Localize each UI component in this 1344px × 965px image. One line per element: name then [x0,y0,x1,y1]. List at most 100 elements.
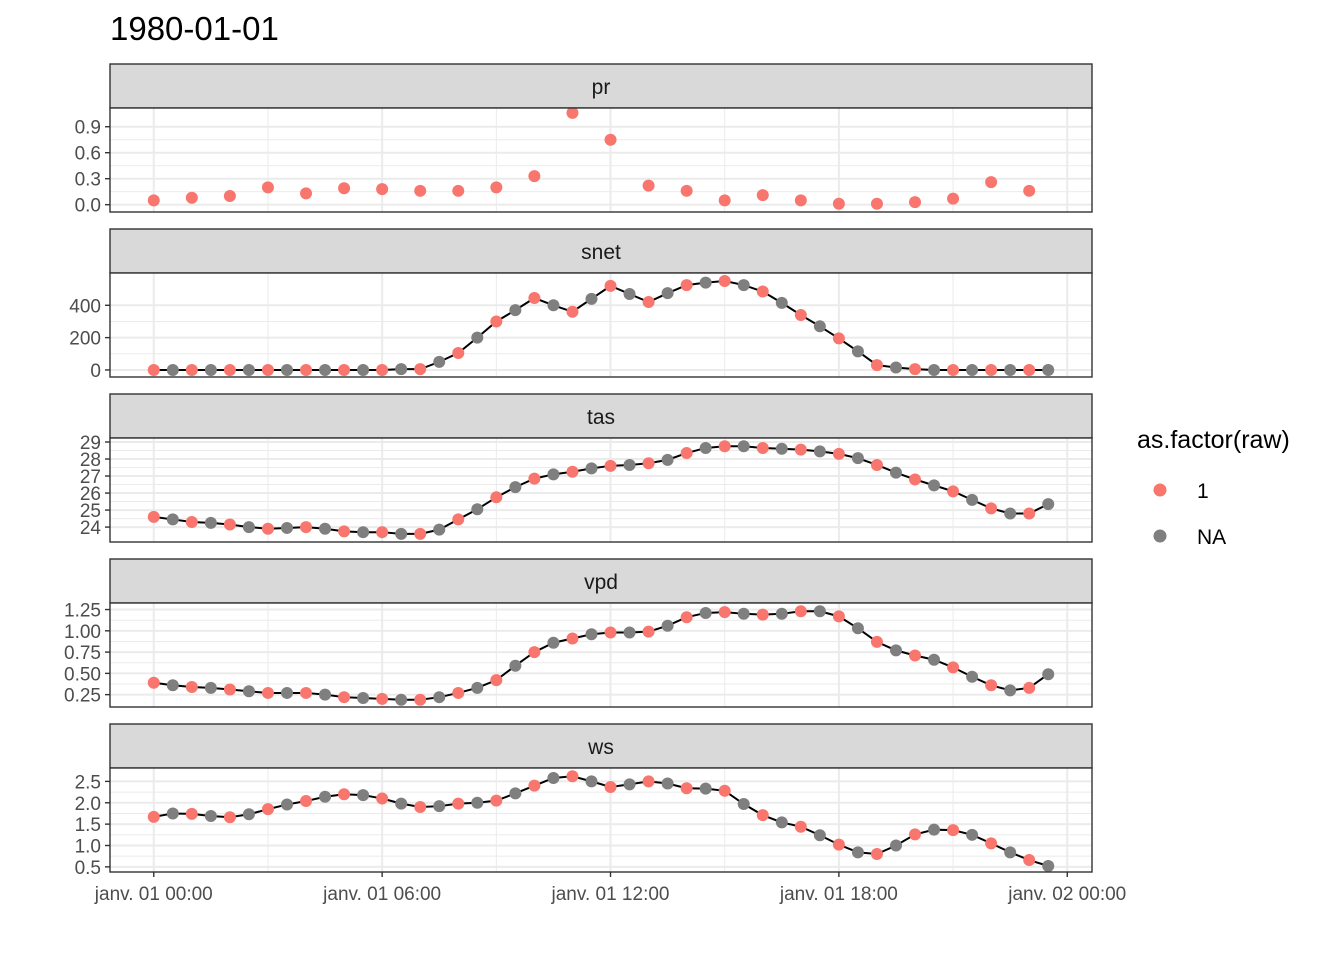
data-point-snet-raw-na [280,363,293,376]
data-point-snet-raw-na [775,296,788,309]
data-point-ws-raw-na [547,771,560,784]
chart-title: 1980-01-01 [110,10,279,47]
data-point-ws-raw-na [889,839,902,852]
panel-bg-ws [110,768,1092,872]
data-point-tas-raw-na [280,521,293,534]
data-point-snet-raw-na [395,363,408,376]
data-point-tas-raw-na [242,521,255,534]
data-point-pr-raw-1 [223,190,236,203]
y-tick-label-vpd: 0.25 [64,686,101,707]
y-tick-label-pr: 0.0 [75,196,101,217]
data-point-snet-raw-na [928,363,941,376]
data-point-ws-raw-1 [832,838,845,851]
y-tick-label-ws: 2.5 [75,772,101,793]
facet-ws: ws 0.51.01.52.02.5 [75,723,1093,879]
data-point-ws-raw-1 [490,794,503,807]
data-point-pr-raw-1 [376,183,389,196]
data-point-snet-raw-1 [261,363,274,376]
data-point-vpd-raw-na [851,622,864,635]
data-point-ws-raw-1 [261,803,274,816]
data-point-vpd-raw-na [813,605,826,618]
y-tick-label-vpd: 0.75 [64,643,101,664]
data-point-ws-raw-na [166,807,179,820]
data-point-snet-raw-na [623,287,636,300]
data-point-tas-raw-1 [185,515,198,528]
data-point-ws-raw-1 [642,775,655,788]
data-point-ws-raw-1 [528,779,541,792]
facet-strip-label-tas: tas [587,406,615,429]
data-point-pr-raw-1 [947,192,960,205]
data-point-vpd-raw-na [242,685,255,698]
data-point-tas-raw-na [775,442,788,455]
data-point-tas-raw-na [547,468,560,481]
data-point-tas-raw-na [357,526,370,539]
legend-label-1: 1 [1197,480,1209,503]
data-point-snet-raw-1 [147,363,160,376]
data-point-snet-raw-na [509,304,522,317]
x-axis: janv. 01 00:00 janv. 01 06:00 janv. 01 12:… [94,872,1126,905]
data-point-tas-raw-na [661,453,674,466]
data-point-ws-raw-1 [185,807,198,820]
data-point-ws-raw-na [851,846,864,859]
data-point-vpd-raw-na [699,606,712,619]
data-point-snet-raw-1 [642,296,655,309]
legend-title: as.factor(raw) [1137,426,1290,454]
data-point-ws-raw-na [1042,860,1055,873]
data-point-snet-raw-na [813,320,826,333]
data-point-vpd-raw-1 [909,649,922,662]
data-point-ws-raw-na [928,823,941,836]
data-point-snet-raw-na [889,361,902,374]
panel-bg-snet [110,273,1092,377]
data-point-tas-raw-na [433,523,446,536]
y-tick-label-tas: 28 [80,450,101,471]
data-point-tas-raw-1 [718,440,731,453]
data-point-snet-raw-1 [566,305,579,318]
data-point-ws-raw-na [585,775,598,788]
data-point-vpd-raw-na [395,693,408,706]
data-point-ws-raw-na [813,829,826,842]
data-point-ws-raw-1 [566,770,579,783]
data-point-ws-raw-1 [909,828,922,841]
data-point-vpd-raw-1 [794,605,807,618]
data-point-ws-raw-na [623,778,636,791]
x-tick-label: janv. 01 12:00 [551,884,670,905]
data-point-tas-raw-na [204,516,217,529]
data-point-ws-raw-na [775,816,788,829]
data-point-snet-raw-1 [1023,363,1036,376]
data-point-snet-raw-1 [300,363,313,376]
data-point-ws-raw-1 [604,780,617,793]
y-tick-label-pr: 0.6 [75,144,101,165]
data-point-tas-raw-1 [642,457,655,470]
data-point-vpd-raw-1 [1023,681,1036,694]
data-point-pr-raw-1 [490,181,503,194]
data-point-pr-raw-1 [300,187,313,200]
data-point-ws-raw-na [1004,846,1017,859]
data-point-tas-raw-1 [985,502,998,515]
data-point-ws-raw-na [395,797,408,810]
data-point-snet-raw-na [471,331,484,344]
data-point-pr-raw-1 [261,181,274,194]
data-point-tas-raw-na [889,466,902,479]
data-point-ws-raw-1 [452,797,465,810]
data-point-vpd-raw-na [433,691,446,704]
data-point-ws-raw-na [966,828,979,841]
data-point-snet-raw-na [737,279,750,292]
panel-border-vpd [109,602,1093,708]
y-tick-label-snet: 400 [69,296,101,317]
panel-bg-tas [110,438,1092,542]
data-point-vpd-raw-na [166,679,179,692]
data-point-ws-raw-1 [300,795,313,808]
y-tick-label-snet: 200 [69,329,101,350]
data-point-ws-raw-na [242,808,255,821]
panel-border-tas [109,437,1093,543]
data-point-snet-raw-na [851,345,864,358]
data-point-vpd-raw-1 [147,676,160,689]
data-point-ws-raw-na [509,787,522,800]
data-point-ws-raw-na [319,790,332,803]
panel-border-pr [109,107,1093,213]
facet-strip-pr [109,63,1093,109]
data-point-tas-raw-na [166,513,179,526]
data-point-ws-raw-1 [1023,854,1036,867]
data-point-snet-raw-1 [223,363,236,376]
data-point-tas-raw-1 [832,447,845,460]
